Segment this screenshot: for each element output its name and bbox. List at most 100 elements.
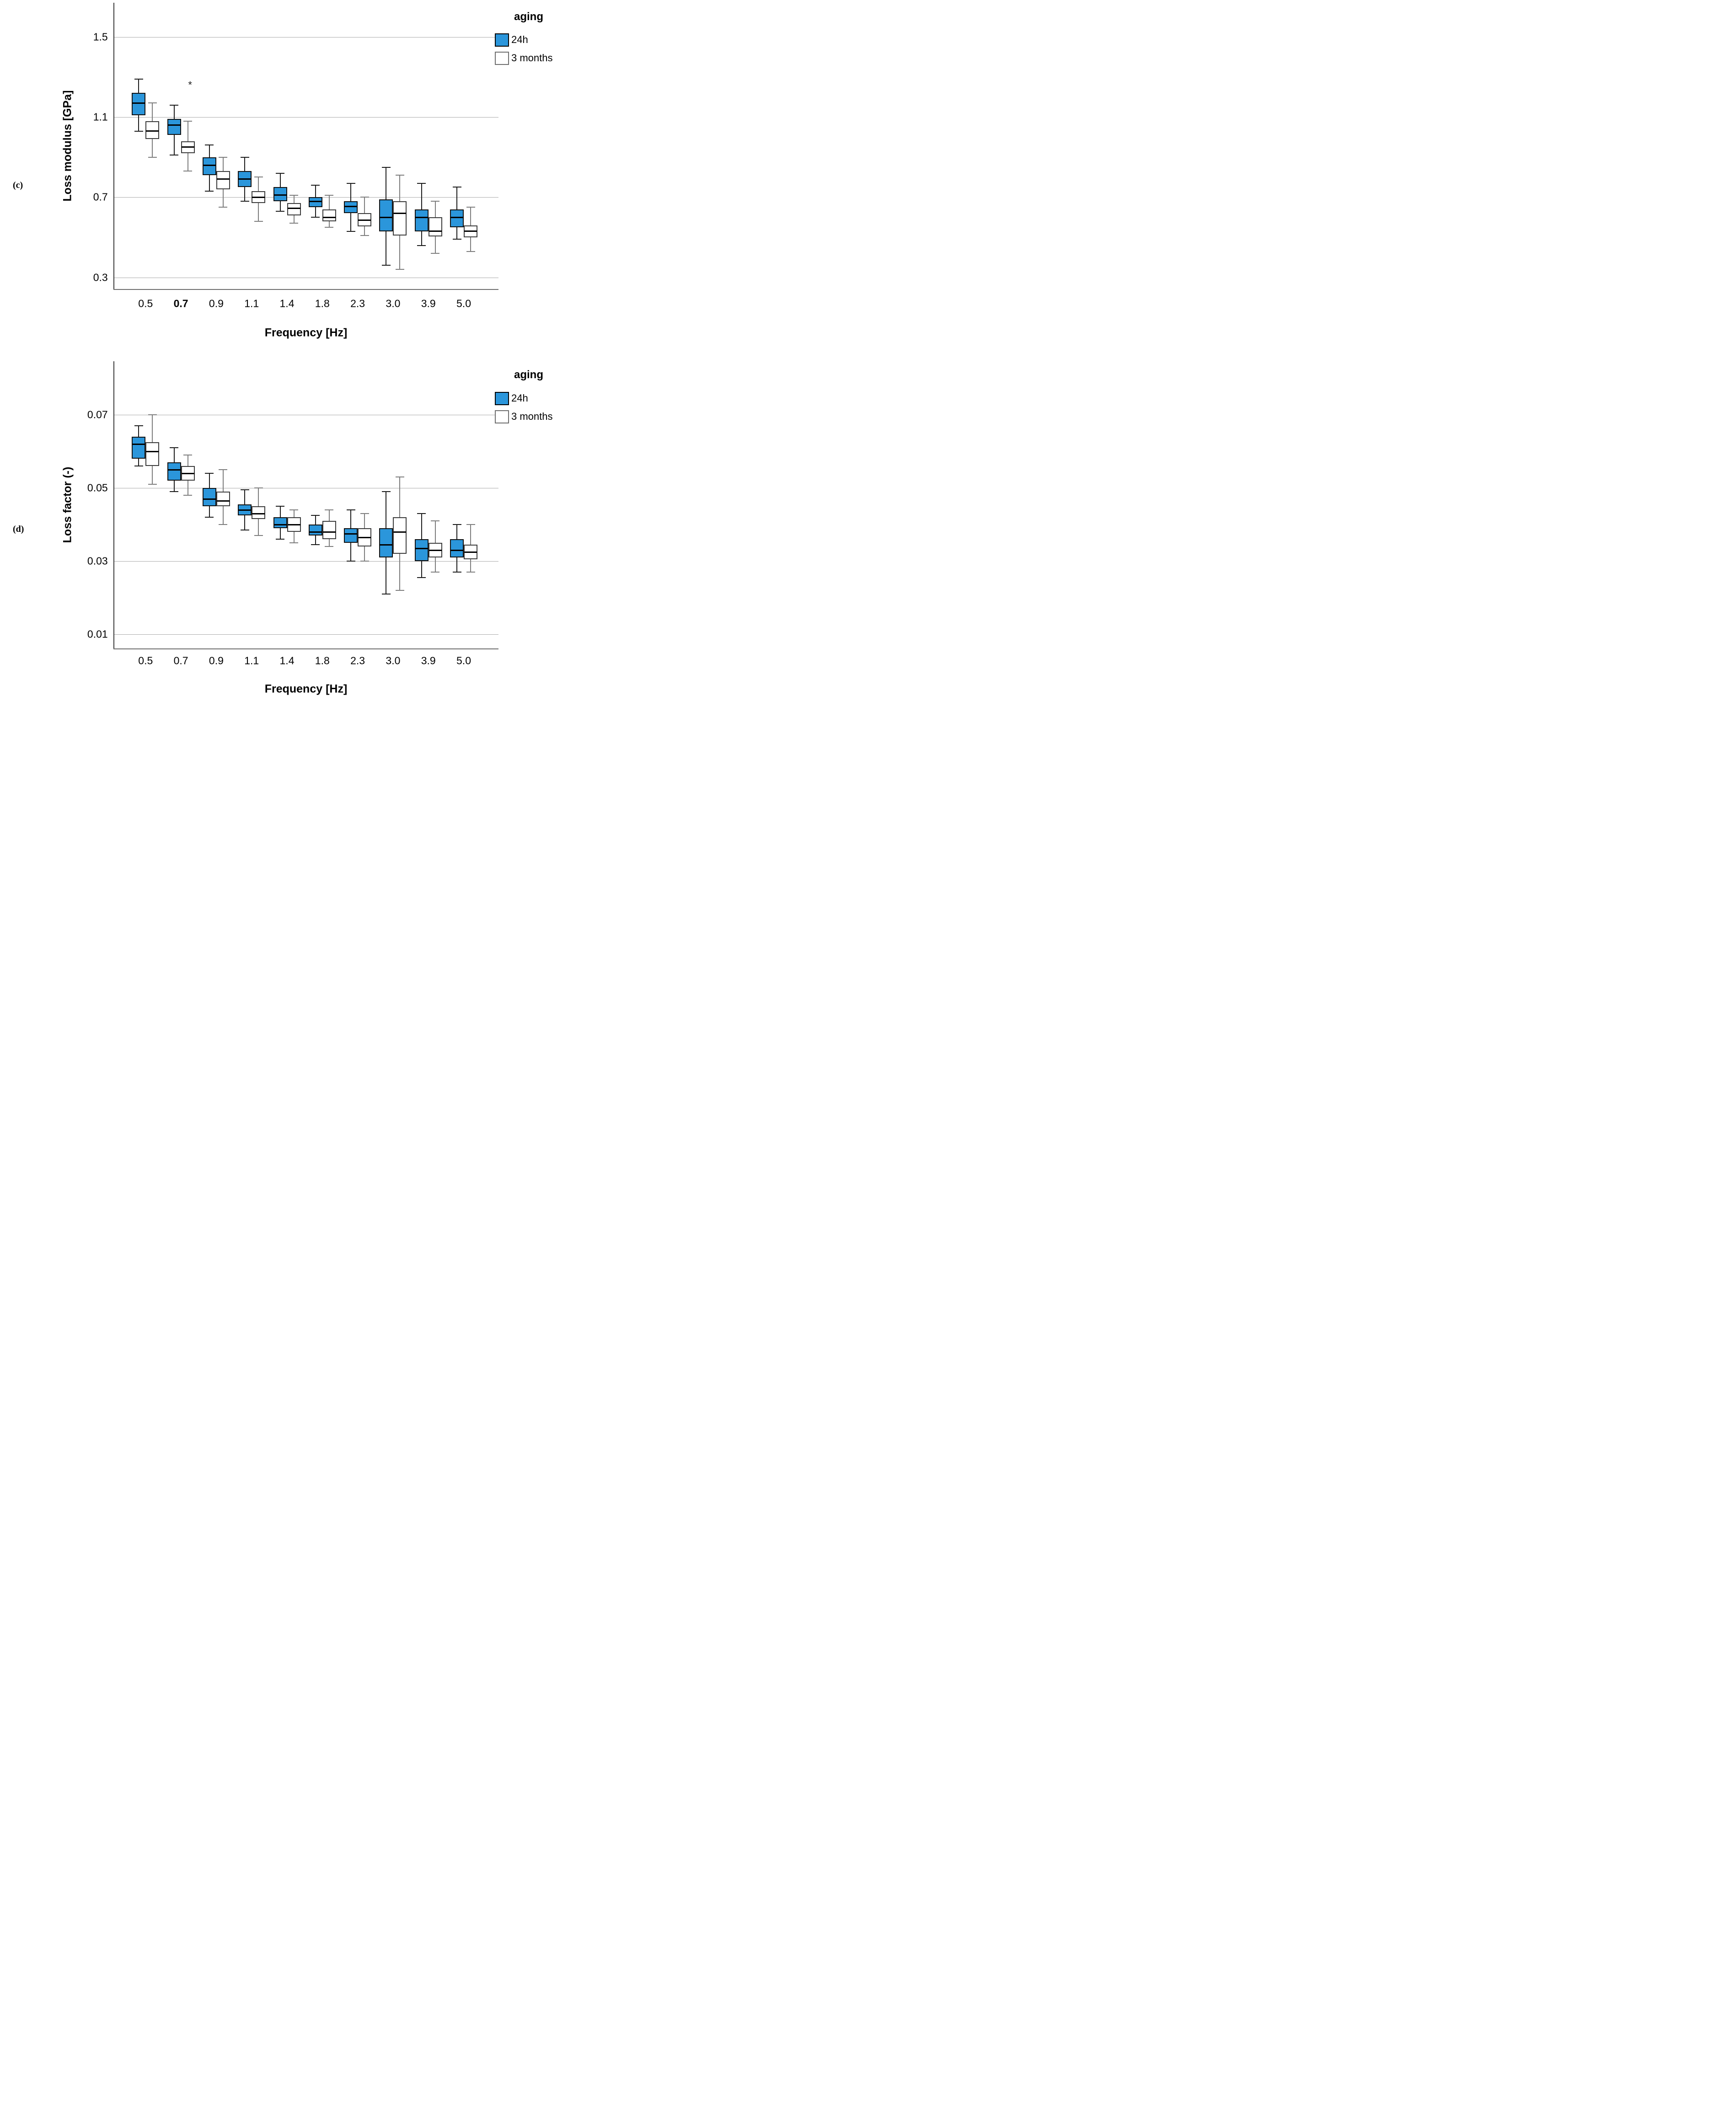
whisker-cap-3-months [183, 495, 193, 496]
median-line [181, 472, 194, 474]
x-axis-line [113, 648, 498, 649]
x-tick-label: 1.4 [279, 654, 295, 667]
whisker-cap-3-months [254, 487, 263, 489]
box-24h [132, 93, 146, 115]
x-tick-label: 1.4 [279, 297, 295, 310]
box-24h [273, 517, 287, 529]
whisker-cap-3-months [219, 207, 228, 208]
median-line [146, 450, 159, 452]
box-3-months [322, 209, 336, 221]
box-3-months [393, 517, 407, 554]
box-24h [379, 528, 393, 558]
x-tick-label: 2.3 [350, 654, 365, 667]
y-axis-title-loss-factor: Loss factor (-) [61, 466, 74, 543]
y-tick-label: 0.7 [93, 191, 108, 203]
median-line [450, 216, 463, 218]
whisker-cap-24h [311, 515, 320, 516]
whisker-cap-3-months [325, 227, 334, 228]
y-tick-label: 0.07 [87, 408, 108, 421]
box-24h [344, 528, 358, 543]
x-tick-label: 1.1 [244, 297, 259, 310]
x-axis-title-frequency-c: Frequency [Hz] [264, 326, 348, 339]
gridline [113, 561, 498, 562]
whisker-cap-3-months [360, 197, 369, 198]
median-line [181, 146, 194, 148]
box-24h [414, 539, 429, 562]
x-tick-label: 3.9 [421, 297, 436, 310]
whisker-cap-24h [276, 539, 284, 540]
whisker-cap-24h [170, 447, 179, 449]
whisker-cap-24h [276, 211, 284, 212]
significance-asterisk: * [188, 79, 192, 91]
box-24h [414, 209, 429, 231]
whisker-cap-3-months [219, 156, 228, 158]
box-24h [202, 488, 216, 507]
whisker-cap-24h [381, 166, 391, 168]
whisker-cap-3-months [219, 524, 228, 525]
whisker-cap-24h [311, 544, 320, 546]
whisker-cap-24h [311, 217, 320, 218]
whisker-cap-3-months [325, 546, 334, 547]
whisker-cap-3-months [360, 513, 369, 514]
whisker-cap-3-months [183, 120, 193, 122]
median-line [167, 469, 181, 471]
box-3-months [393, 201, 407, 236]
whisker-cap-3-months [360, 235, 369, 236]
box-3-months [216, 171, 230, 189]
legend-title-aging-c: aging [514, 11, 543, 23]
panel-label-c: (c) [13, 180, 23, 190]
median-line [380, 544, 393, 546]
median-line [287, 207, 300, 209]
whisker-cap-24h [381, 491, 391, 493]
legend-label-3-months-c: 3 months [511, 52, 553, 64]
whisker-cap-3-months [254, 220, 263, 222]
median-line [146, 130, 159, 132]
x-tick-label: 0.9 [209, 654, 224, 667]
whisker-cap-3-months [219, 469, 228, 471]
x-tick-label: 3.9 [421, 654, 436, 667]
x-tick-label: 0.7 [173, 654, 188, 667]
box-3-months [322, 521, 336, 540]
x-tick-label: 1.1 [244, 654, 259, 667]
whisker-cap-3-months [148, 102, 157, 104]
gridline [113, 634, 498, 635]
median-line [393, 212, 407, 214]
whisker-cap-24h [417, 182, 426, 184]
median-line [252, 196, 265, 198]
legend-swatch-3-months-c [495, 52, 509, 65]
median-line [238, 178, 252, 180]
median-line [167, 124, 181, 126]
median-line [358, 536, 371, 538]
whisker-cap-3-months [148, 484, 157, 485]
whisker-cap-3-months [431, 520, 440, 522]
box-24h [132, 437, 146, 459]
median-line [450, 549, 463, 551]
whisker-cap-24h [346, 230, 355, 232]
median-line [464, 230, 477, 232]
box-3-months [428, 217, 442, 236]
y-tick-label: 0.01 [87, 628, 108, 640]
y-axis-title-loss-modulus: Loss modulus [GPa] [61, 90, 74, 202]
whisker-cap-3-months [431, 572, 440, 573]
whisker-cap-24h [276, 506, 284, 507]
whisker-cap-24h [452, 572, 461, 573]
whisker-cap-24h [170, 491, 179, 493]
median-line [287, 524, 300, 525]
y-tick-label: 0.05 [87, 482, 108, 494]
box-24h [308, 197, 322, 208]
whisker-cap-24h [311, 185, 320, 186]
whisker-cap-24h [240, 156, 249, 158]
box-3-months [287, 203, 301, 215]
whisker-cap-3-months [466, 207, 475, 208]
legend-label-24h-c: 24h [511, 34, 528, 45]
y-axis-line [113, 361, 114, 648]
x-tick-label: 5.0 [456, 654, 471, 667]
median-line [309, 531, 322, 533]
median-line [252, 513, 265, 514]
box-24h [167, 462, 181, 481]
whisker-cap-3-months [289, 509, 298, 511]
whisker-cap-3-months [360, 561, 369, 562]
whisker-cap-3-months [325, 509, 334, 511]
whisker-cap-24h [134, 130, 143, 132]
x-tick-label: 0.9 [209, 297, 224, 310]
